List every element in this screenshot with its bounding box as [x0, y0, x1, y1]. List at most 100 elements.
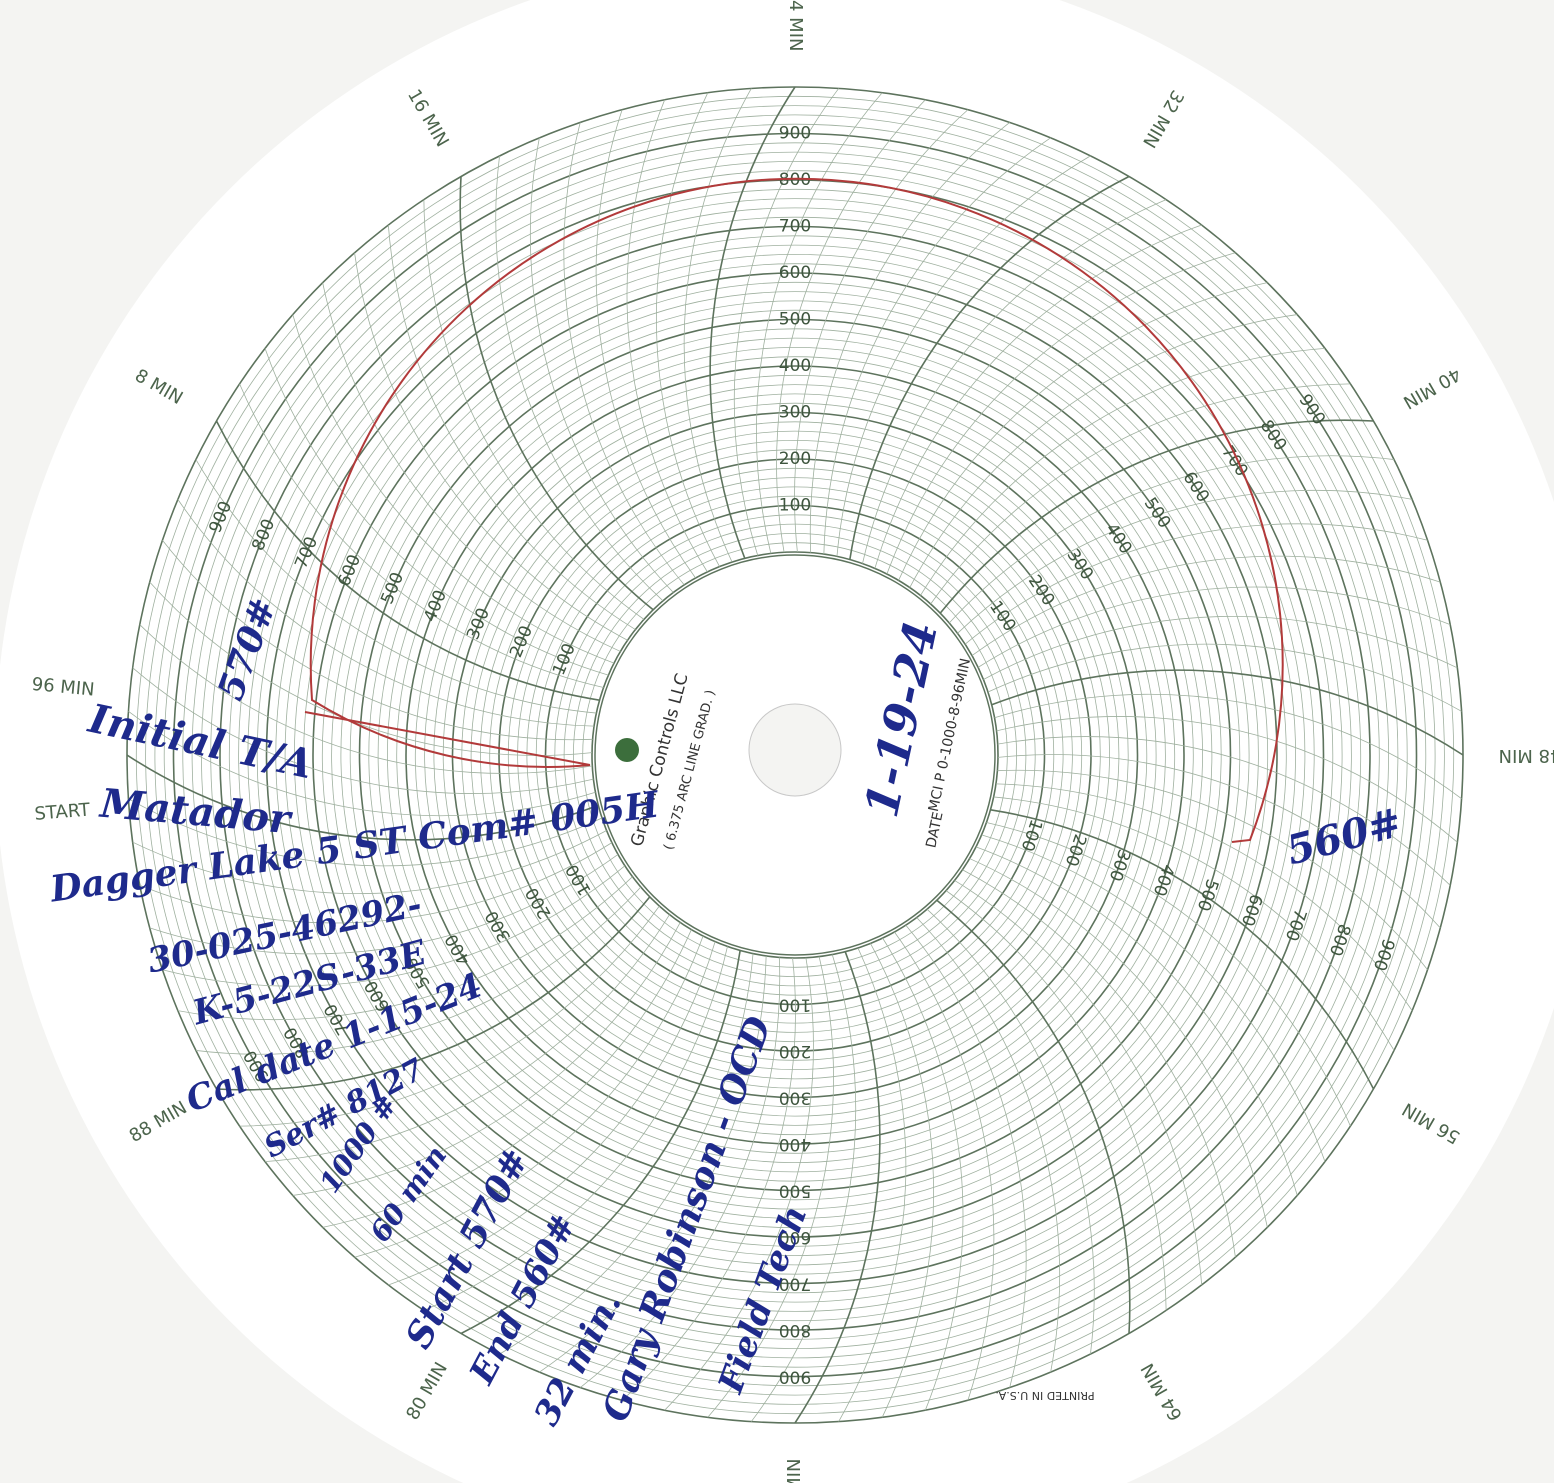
pressure-label: 300: [779, 403, 811, 423]
time-line: [264, 348, 609, 676]
grid-ring: [182, 142, 1408, 1368]
time-line: [709, 86, 796, 559]
time-line: [990, 809, 1375, 1090]
minute-label: 24 MIN: [785, 0, 806, 51]
grid-ring: [461, 421, 1129, 1089]
time-line: [354, 935, 704, 1258]
minute-label: 72 MIN: [784, 1459, 805, 1483]
pressure-label: 700: [779, 1274, 811, 1294]
time-line: [322, 282, 621, 652]
pressure-label: 400: [779, 356, 811, 376]
time-line: [991, 669, 1464, 756]
grid-ring: [163, 123, 1427, 1387]
grid-ring: [135, 95, 1455, 1415]
time-line: [177, 499, 595, 727]
grid: [126, 86, 1464, 1424]
grid-ring: [191, 151, 1399, 1359]
minute-label: 48 MIN: [1499, 745, 1554, 766]
pressure-label: 500: [779, 1181, 811, 1201]
time-line: [836, 155, 1091, 557]
time-line: [870, 943, 934, 1418]
pressure-label: 200: [779, 449, 811, 469]
time-line: [322, 929, 692, 1228]
pressure-label: 900: [779, 124, 811, 144]
grid-ring: [414, 374, 1176, 1136]
time-line: [969, 858, 1268, 1228]
time-line: [162, 865, 626, 987]
time-line: [733, 88, 840, 556]
grid-ring: [433, 393, 1157, 1117]
grid-ring: [228, 188, 1362, 1322]
time-line: [936, 899, 1131, 1334]
time-line: [139, 624, 593, 774]
time-line: [664, 957, 814, 1411]
time-line: [132, 830, 607, 894]
grid-ring: [340, 300, 1250, 1210]
time-line: [987, 643, 1462, 712]
grid-ring: [145, 105, 1445, 1405]
pressure-label: 100: [779, 496, 811, 516]
time-line: [939, 419, 1374, 614]
time-line: [794, 109, 969, 553]
time-line: [898, 282, 1268, 581]
time-line: [997, 769, 1428, 970]
grid-ring: [386, 346, 1204, 1164]
pressure-label: 600: [779, 1227, 811, 1247]
time-line: [149, 854, 619, 955]
time-line: [162, 540, 593, 741]
grid-ring: [377, 337, 1213, 1173]
grid-ring: [544, 504, 1046, 1006]
grid-ring: [424, 384, 1166, 1126]
time-line: [539, 955, 767, 1373]
time-line: [265, 914, 670, 1163]
time-line: [874, 224, 1202, 569]
time-line: [499, 953, 754, 1355]
time-line: [964, 523, 1428, 645]
time-line: [495, 155, 664, 602]
grid-ring: [210, 170, 1380, 1340]
time-line: [292, 314, 615, 664]
pressure-label: 700: [779, 217, 811, 237]
time-line: [997, 754, 1441, 929]
pressure-label: 600: [779, 263, 811, 283]
grid-ring: [321, 281, 1269, 1229]
pressure-label: 500: [779, 310, 811, 330]
time-line: [626, 99, 708, 573]
pressure-label: 800: [779, 170, 811, 190]
grid-ring: [451, 411, 1139, 1099]
time-line: [862, 199, 1167, 564]
date-label: DATE: [923, 811, 946, 850]
time-line: [621, 957, 796, 1401]
grid-ring: [154, 114, 1436, 1396]
grid-ring: [303, 263, 1287, 1247]
time-line: [954, 880, 1203, 1285]
grid-ring: [349, 309, 1241, 1201]
time-line: [975, 846, 1298, 1196]
time-line: [132, 667, 594, 794]
brand-logo: [615, 738, 639, 762]
grid-ring: [256, 216, 1334, 1294]
time-line: [683, 88, 752, 563]
pressure-label: 300: [779, 1088, 811, 1108]
grid-ring: [358, 318, 1232, 1192]
grid-ring: [368, 328, 1222, 1182]
grid-ring: [172, 132, 1418, 1378]
center-hole: [748, 703, 842, 797]
time-line: [977, 586, 1451, 668]
time-line: [460, 950, 741, 1335]
grid-ring: [265, 225, 1325, 1285]
time-line: [239, 905, 660, 1127]
grid-ring: [526, 486, 1064, 1024]
grid-ring: [238, 198, 1352, 1312]
grid-ring: [312, 272, 1278, 1238]
time-line: [995, 783, 1413, 1011]
time-line: [809, 122, 1010, 553]
time-line: [215, 420, 600, 701]
time-line: [595, 109, 696, 579]
pressure-label: 400: [779, 1134, 811, 1154]
time-line: [387, 225, 636, 630]
time-line: [920, 347, 1325, 596]
time-line: [886, 252, 1236, 575]
time-line: [128, 710, 596, 817]
